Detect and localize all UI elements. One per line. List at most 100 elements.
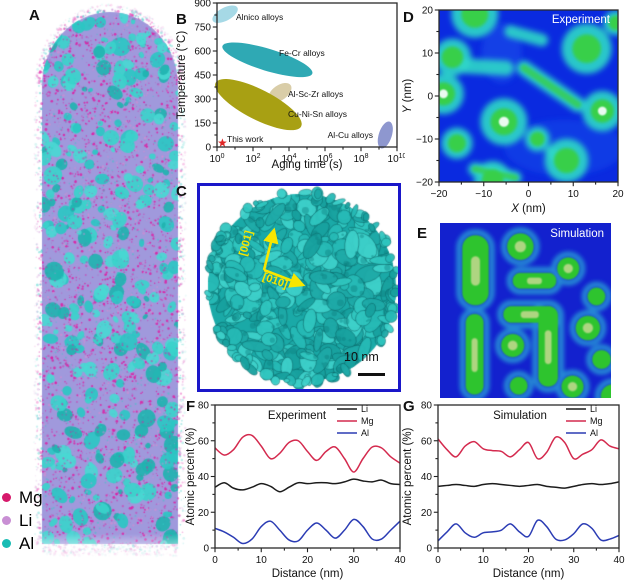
- G-legend-label: Li: [590, 404, 597, 414]
- F-series-Al: [215, 518, 400, 545]
- d-y-axis-title: Y (nm): [402, 79, 414, 114]
- F-ytick-label: 0: [203, 544, 209, 555]
- F-legend-label: Mg: [361, 416, 374, 426]
- b-ytick-label: 300: [194, 95, 211, 106]
- G-series-Al: [438, 519, 619, 542]
- legend-item-li: Li: [2, 509, 43, 532]
- simulation-map-title: Simulation: [550, 228, 604, 240]
- alloy-region: [212, 5, 238, 23]
- axis-010-arrow: [263, 268, 306, 288]
- G-title: Simulation: [493, 410, 547, 422]
- b-xtick-label: 108: [353, 153, 368, 165]
- legend-item-al: Al: [2, 532, 43, 555]
- F-xtick-label: 10: [256, 555, 268, 566]
- F-xtick-label: 40: [394, 555, 406, 566]
- b-y-axis-title: Temperature (°C): [176, 31, 188, 119]
- F-xtick-label: 30: [348, 555, 360, 566]
- d-ytick-label: 0: [427, 92, 433, 103]
- F-ytick-label: 20: [198, 508, 210, 519]
- G-xtick-label: 40: [613, 555, 625, 566]
- G-series-Li: [438, 481, 619, 489]
- alloy-region-label: Cu-Ni-Sn alloys: [288, 109, 347, 119]
- legend-label-mg: Mg: [19, 487, 43, 507]
- panel-label-d: D: [403, 9, 414, 26]
- axis-001-arrow: [262, 227, 279, 271]
- apt-needle-reconstruction: [30, 0, 190, 580]
- d-ytick-label: −10: [416, 135, 433, 146]
- d-x-axis-title: X (nm): [510, 203, 546, 215]
- F-xtick-label: 0: [212, 555, 218, 566]
- G-y-axis-title: Atomic percent (%): [402, 427, 414, 525]
- G-xtick-label: 10: [478, 555, 490, 566]
- F-ytick-label: 80: [198, 401, 210, 412]
- d-ytick-label: 20: [422, 6, 434, 17]
- d-xtick-label: 10: [568, 189, 580, 200]
- scalebar-label: 10 nm: [344, 350, 379, 364]
- G-ytick-label: 40: [421, 472, 433, 483]
- G-x-axis-title: Distance (nm): [493, 568, 565, 580]
- experiment-contour-map: −20 −10 0 10 20 −20 −10 0 10 20 Y (nm) X (nm): [402, 6, 624, 216]
- panel-label-a: A: [29, 7, 40, 24]
- F-ytick-label: 40: [198, 472, 210, 483]
- b-xtick-label: 100: [209, 153, 224, 165]
- legend-item-mg: Mg: [2, 486, 43, 509]
- legend-label-al: Al: [19, 533, 35, 553]
- isosurface-box: [001] [010] 10 nm: [197, 183, 401, 392]
- b-ytick-label: 750: [194, 23, 211, 34]
- alloy-region-label: Alnico alloys: [236, 12, 283, 22]
- F-x-axis-title: Distance (nm): [272, 568, 344, 580]
- simulation-map: [440, 223, 611, 398]
- element-legend: Mg Li Al: [2, 486, 43, 555]
- F-title: Experiment: [268, 410, 327, 422]
- this-work-label: This work: [227, 134, 264, 144]
- panel-label-e: E: [417, 225, 428, 242]
- G-xtick-label: 30: [568, 555, 580, 566]
- d-ytick-label: 10: [422, 49, 434, 60]
- F-series-Mg: [215, 433, 400, 473]
- G-xtick-label: 20: [523, 555, 535, 566]
- experiment-profile-chart: 0 20 40 60 80 0 10 20 30 40 Experiment Li Mg Al Atomic…: [185, 401, 406, 580]
- b-ytick-label: 450: [194, 71, 211, 82]
- G-series-Mg: [438, 436, 619, 460]
- alloy-region: [215, 79, 302, 131]
- alloy-region-label: Fe-Cr alloys: [279, 48, 325, 58]
- G-ytick-label: 80: [421, 401, 433, 412]
- mg-color-dot: [2, 493, 11, 502]
- G-ytick-label: 0: [426, 544, 432, 555]
- b-ytick-label: 150: [194, 119, 211, 130]
- G-legend-label: Mg: [590, 416, 603, 426]
- F-legend-label: Al: [361, 428, 369, 438]
- legend-label-li: Li: [19, 510, 33, 530]
- li-color-dot: [2, 516, 11, 525]
- F-legend-label: Li: [361, 404, 368, 414]
- F-xtick-label: 20: [302, 555, 314, 566]
- experiment-map-title: Experiment: [551, 14, 610, 26]
- F-y-axis-title: Atomic percent (%): [185, 427, 197, 525]
- panel-label-c: C: [176, 183, 187, 200]
- simulation-profile-chart: 0 20 40 60 80 0 10 20 30 40 Simulation Li Mg Al Atomic…: [402, 401, 625, 580]
- G-ytick-label: 60: [421, 436, 433, 447]
- panel-label-f: F: [186, 398, 196, 415]
- G-ytick-label: 20: [421, 508, 433, 519]
- crystal-axis-arrows: [262, 227, 306, 288]
- b-ytick-label: 900: [194, 0, 211, 10]
- al-color-dot: [2, 539, 11, 548]
- F-ytick-label: 60: [198, 436, 210, 447]
- d-xtick-label: −20: [431, 189, 448, 200]
- scalebar: [358, 373, 385, 376]
- panel-label-g: G: [403, 398, 415, 415]
- b-xtick-label: 102: [245, 153, 260, 165]
- alloy-region-label: Al-Sc-Zr alloys: [288, 89, 343, 99]
- b-ytick-label: 0: [205, 143, 211, 154]
- alloy-region: [222, 42, 313, 78]
- G-xtick-label: 0: [435, 555, 441, 566]
- d-xtick-label: −10: [475, 189, 492, 200]
- this-work-star-marker: [218, 138, 227, 147]
- d-xtick-label: 0: [526, 189, 532, 200]
- d-xtick-label: 20: [612, 189, 624, 200]
- panel-label-b: B: [176, 11, 187, 28]
- d-ytick-label: −20: [416, 178, 433, 189]
- alloy-region-label: Al-Cu alloys: [328, 130, 373, 140]
